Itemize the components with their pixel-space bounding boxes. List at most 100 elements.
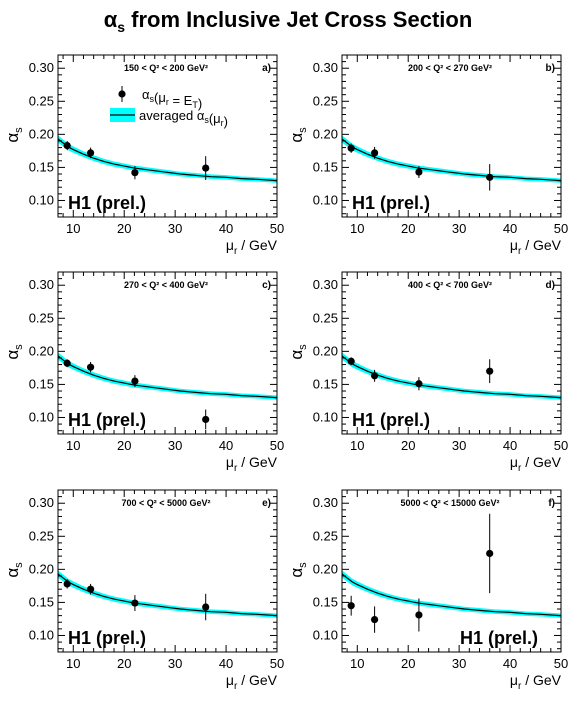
averaged-band	[342, 570, 561, 618]
experiment-label: H1 (prel.)	[68, 193, 146, 213]
y-tick-label: 0.20	[313, 561, 338, 576]
y-axis-label: αs	[3, 562, 25, 578]
x-axis-label: μr / GeV	[510, 672, 562, 692]
x-tick-label: 50	[270, 656, 284, 671]
x-tick-label: 20	[117, 656, 131, 671]
data-point	[370, 616, 379, 624]
averaged-band	[342, 135, 561, 183]
averaged-band	[342, 352, 561, 400]
x-tick-label: 40	[503, 656, 517, 671]
x-tick-label: 30	[452, 438, 466, 453]
panel-letter: f)	[548, 498, 555, 509]
panel-letter: c)	[262, 280, 271, 291]
y-tick-label: 0.30	[29, 495, 54, 510]
data-point	[347, 602, 355, 610]
x-tick-label: 10	[66, 438, 80, 453]
y-tick-label: 0.10	[29, 192, 54, 207]
panel-a: 10 20 30 40 50 0.10 0.15 0.20 0.25 0.30 μr / GeV αs…	[3, 54, 284, 257]
data-point	[63, 359, 71, 367]
panel-letter: d)	[546, 280, 555, 291]
plot-frame	[57, 489, 278, 653]
q2-range-label: 150 < Q² < 200 GeV²	[124, 63, 208, 73]
legend-points-label: αs(μr = ET)	[142, 87, 202, 111]
plot-frame	[341, 489, 562, 653]
data-point	[131, 599, 139, 607]
y-tick-label: 0.15	[313, 159, 338, 174]
x-tick-label: 50	[554, 438, 568, 453]
data-point	[86, 363, 95, 371]
y-tick-label: 0.15	[29, 376, 54, 391]
data-point	[370, 372, 379, 380]
title-text: from Inclusive Jet Cross Section	[125, 7, 472, 32]
panels: 10 20 30 40 50 0.10 0.15 0.20 0.25 0.30 μr / GeV αs…	[3, 54, 568, 692]
data-point	[486, 367, 494, 375]
data-point	[202, 415, 210, 424]
panel-c: 10 20 30 40 50 0.10 0.15 0.20 0.25 0.30 μr / GeV αs…	[3, 271, 284, 474]
y-tick-label: 0.20	[29, 126, 54, 141]
y-tick-label: 0.10	[313, 627, 338, 642]
y-tick-label: 0.15	[313, 594, 338, 609]
y-tick-label: 0.25	[313, 528, 338, 543]
averaged-band	[58, 135, 277, 183]
experiment-label: H1 (prel.)	[68, 410, 146, 430]
x-axis-label: μr / GeV	[510, 454, 562, 474]
y-tick-label: 0.25	[313, 310, 338, 325]
y-tick-label: 0.30	[313, 60, 338, 75]
y-tick-label: 0.25	[29, 93, 54, 108]
x-tick-label: 40	[503, 438, 517, 453]
y-axis-label: αs	[287, 127, 309, 143]
data-point	[63, 141, 71, 150]
panel-letter: a)	[262, 63, 271, 74]
y-tick-label: 0.30	[313, 277, 338, 292]
x-tick-label: 30	[168, 221, 182, 236]
panel-e: 10 20 30 40 50 0.10 0.15 0.20 0.25 0.30 μr / GeV αs…	[3, 489, 284, 692]
y-tick-label: 0.20	[29, 561, 54, 576]
averaged-band	[58, 570, 277, 618]
y-axis-label: αs	[287, 344, 309, 360]
x-tick-label: 20	[117, 438, 131, 453]
y-tick-label: 0.10	[313, 192, 338, 207]
x-tick-label: 20	[117, 221, 131, 236]
panel-d: 10 20 30 40 50 0.10 0.15 0.20 0.25 0.30 μr / GeV αs…	[287, 271, 568, 474]
x-tick-label: 20	[401, 656, 415, 671]
y-tick-label: 0.20	[313, 343, 338, 358]
data-point	[415, 168, 423, 176]
y-tick-label: 0.15	[29, 594, 54, 609]
x-tick-label: 20	[401, 221, 415, 236]
data-point	[202, 603, 210, 611]
panel-b: 10 20 30 40 50 0.10 0.15 0.20 0.25 0.30 μr / GeV αs…	[287, 54, 568, 257]
data-point	[415, 380, 423, 388]
y-tick-label: 0.25	[313, 93, 338, 108]
data-point	[131, 377, 139, 385]
data-point	[415, 611, 423, 619]
q2-range-label: 270 < Q² < 400 GeV²	[124, 280, 208, 290]
y-axis-label: αs	[287, 562, 309, 578]
q2-range-label: 700 < Q² < 5000 GeV²	[121, 498, 210, 508]
svg-text:αs from Inclusive Jet Cross Se: αs from Inclusive Jet Cross Section	[104, 7, 473, 35]
x-tick-label: 10	[350, 221, 364, 236]
legend: αs(μr = ET)averaged αs(μr)	[110, 86, 228, 129]
x-tick-label: 30	[452, 221, 466, 236]
x-tick-label: 50	[270, 438, 284, 453]
x-tick-label: 30	[168, 656, 182, 671]
panel-letter: e)	[262, 498, 271, 509]
x-tick-label: 40	[219, 656, 233, 671]
data-point	[347, 144, 355, 152]
y-tick-label: 0.30	[29, 60, 54, 75]
plot-frame	[341, 271, 562, 435]
y-tick-label: 0.10	[313, 409, 338, 424]
x-tick-label: 50	[554, 221, 568, 236]
data-point	[86, 585, 95, 593]
data-point	[63, 580, 71, 588]
x-tick-label: 20	[401, 438, 415, 453]
x-axis-label: μr / GeV	[226, 237, 278, 257]
data-point	[486, 549, 494, 558]
plot-frame	[57, 271, 278, 435]
x-tick-label: 40	[219, 438, 233, 453]
x-tick-label: 40	[503, 221, 517, 236]
y-tick-label: 0.25	[29, 528, 54, 543]
x-tick-label: 10	[66, 656, 80, 671]
x-axis-label: μr / GeV	[226, 672, 278, 692]
x-tick-label: 50	[554, 656, 568, 671]
